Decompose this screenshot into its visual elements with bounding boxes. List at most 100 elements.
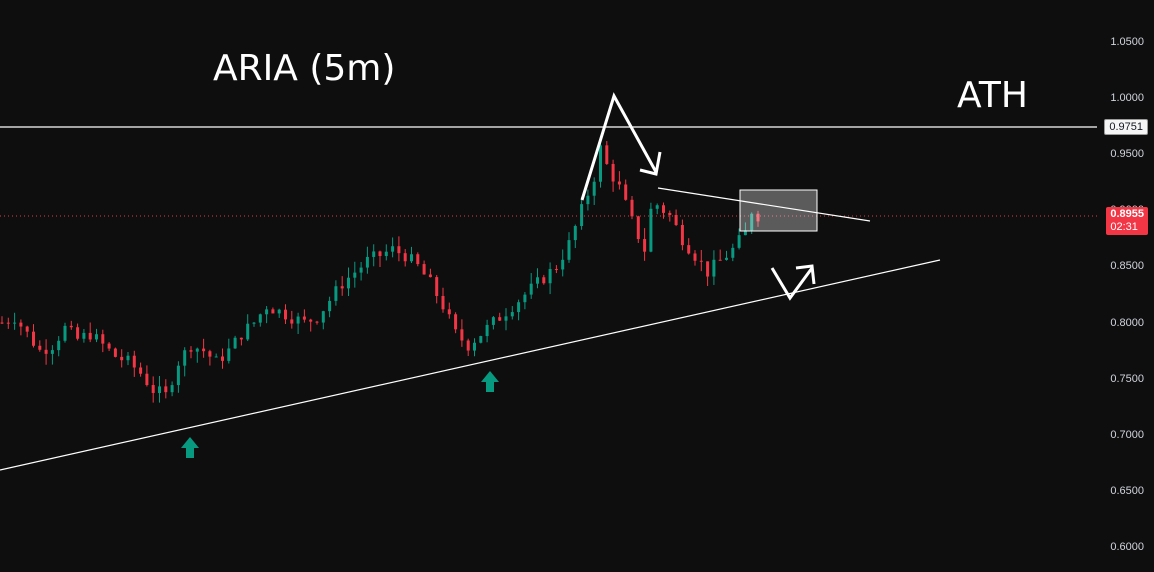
candle-body <box>277 309 281 314</box>
candle-body <box>258 314 262 323</box>
candle-body <box>428 274 432 278</box>
candle-body <box>164 386 168 393</box>
candle-body <box>315 321 319 323</box>
peak-arrow-head <box>639 151 662 176</box>
candle-body <box>737 235 741 248</box>
candle-body <box>88 332 92 340</box>
candle-body <box>561 259 565 270</box>
candle-body <box>19 322 23 327</box>
candle-body <box>246 323 250 340</box>
candle-body <box>63 325 67 341</box>
candle-body <box>693 253 697 261</box>
candle-body <box>599 145 602 182</box>
y-tick-label: 0.8000 <box>1110 316 1144 329</box>
candle-body <box>643 239 647 252</box>
candle-body <box>176 365 180 386</box>
candle-body <box>290 319 294 324</box>
candle-body <box>391 246 395 252</box>
candle-body <box>410 254 413 262</box>
candle-body <box>491 317 495 325</box>
y-tick-label: 0.6000 <box>1110 541 1144 553</box>
y-tick-label: 1.0000 <box>1110 92 1144 105</box>
candle-body <box>624 184 628 200</box>
candle-body <box>32 331 35 346</box>
candle-body <box>208 351 212 357</box>
candle-body <box>397 246 401 254</box>
candle-body <box>554 269 558 271</box>
candle-body <box>139 367 143 374</box>
candle-body <box>296 316 300 324</box>
candlestick-series <box>0 139 760 403</box>
candle-body <box>321 311 325 323</box>
candle-body <box>403 253 407 262</box>
candle-body <box>202 348 206 352</box>
candle-body <box>529 283 533 295</box>
y-tick-label: 0.6500 <box>1110 484 1144 497</box>
candle-body <box>101 334 105 344</box>
candle-body <box>132 355 136 368</box>
candle-body <box>365 256 369 268</box>
candle-body <box>145 373 149 386</box>
candle-body <box>466 340 470 351</box>
candle-body <box>353 272 357 278</box>
candle-body <box>573 226 577 241</box>
candle-body <box>372 251 376 257</box>
candle-body <box>126 355 130 361</box>
candle-body <box>302 316 306 320</box>
candle-body <box>479 336 483 343</box>
candle-body <box>617 181 621 185</box>
candle-body <box>605 145 609 164</box>
candle-body <box>523 294 527 303</box>
candle-body <box>611 163 615 182</box>
candle-body <box>82 332 86 339</box>
candle-body <box>743 230 747 236</box>
candle-body <box>567 240 571 260</box>
candle-body <box>636 216 640 240</box>
candle-body <box>699 260 703 262</box>
candle-body <box>265 309 269 315</box>
candle-body <box>195 348 199 352</box>
candle-body <box>680 224 684 246</box>
candle-body <box>580 204 584 227</box>
candle-body <box>189 350 193 352</box>
candle-body <box>517 302 521 313</box>
candle-body <box>340 286 344 289</box>
candle-body <box>731 247 735 258</box>
current-price-badge: 0.8955 02:31 <box>1106 207 1148 235</box>
support-arrow-2 <box>481 371 499 392</box>
y-tick-label: 1.0500 <box>1110 36 1144 48</box>
candle-body <box>756 213 760 222</box>
y-tick-label: 0.7000 <box>1110 428 1144 441</box>
bounce-arrow-head <box>795 264 816 285</box>
candle-body <box>50 350 54 354</box>
candle-body <box>378 251 382 257</box>
candle-body <box>630 199 634 217</box>
candle-body <box>271 309 275 314</box>
bounce-arrow-drawing[interactable] <box>770 267 814 301</box>
candle-body <box>120 356 124 361</box>
candle-body <box>252 322 256 324</box>
candle-body <box>57 340 61 351</box>
candle-body <box>107 343 111 349</box>
resistance-trendline[interactable] <box>657 187 871 222</box>
ath-price-badge: 0.9751 <box>1104 119 1148 135</box>
candle-body <box>510 312 514 317</box>
candle-body <box>504 316 508 321</box>
candle-body <box>328 300 332 312</box>
candle-body <box>586 195 590 205</box>
support-trendline[interactable] <box>0 259 941 471</box>
y-tick-label: 0.9500 <box>1110 148 1144 161</box>
candle-body <box>416 254 420 265</box>
highlight-box[interactable] <box>739 189 818 232</box>
candle-body <box>13 322 17 324</box>
y-tick-label: 0.8500 <box>1110 260 1144 273</box>
candle-body <box>435 277 439 296</box>
candle-body <box>113 348 117 357</box>
peak-arrow-drawing[interactable] <box>580 92 658 201</box>
candle-body <box>750 213 754 231</box>
candle-body <box>718 259 722 261</box>
candle-body <box>221 356 224 361</box>
candle-body <box>592 181 596 196</box>
y-tick-label: 0.7500 <box>1110 372 1144 385</box>
